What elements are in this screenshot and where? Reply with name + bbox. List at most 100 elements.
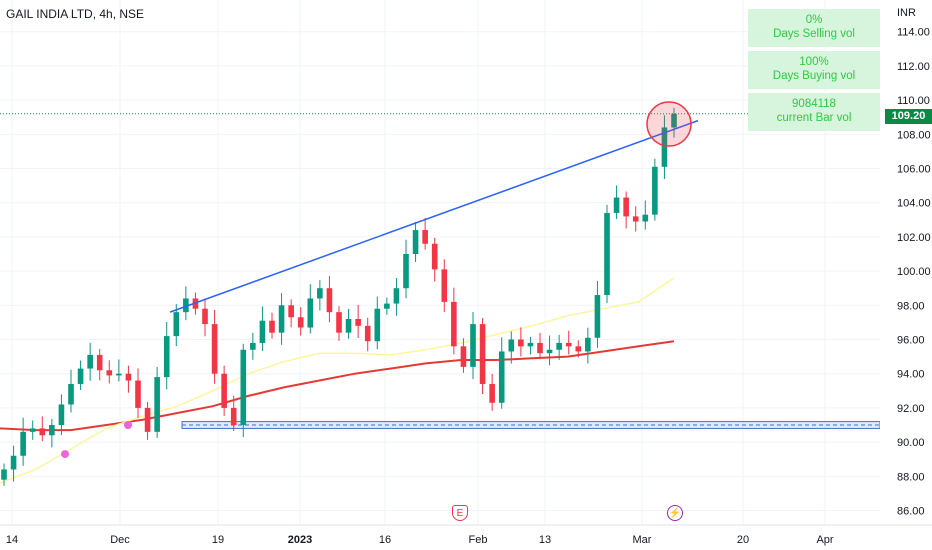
candle-body [355,318,361,326]
candle-body [135,380,141,408]
candle-body [288,305,294,318]
y-tick-label: 108.00 [897,129,931,141]
x-tick-label: Mar [633,534,652,546]
candle-body [20,431,26,456]
candle-body [336,312,342,333]
candle-body [259,320,266,343]
candle-body [460,346,467,367]
candle-body [345,318,352,333]
y-tick-label: 98.00 [897,300,925,312]
candle-body [441,269,448,302]
candle-body [403,254,409,289]
x-tick-label: 13 [539,534,551,546]
candle-body [422,230,428,244]
price-axis-bg [880,0,932,525]
candle-body [661,127,668,167]
candle-body [1,469,7,480]
candle-body [652,166,658,215]
candle-body [585,337,591,352]
candle-body [498,351,505,403]
y-tick-label: 86.00 [897,506,925,518]
days-selling-vol-value: 0% [805,14,823,26]
earnings-event-icon[interactable]: E [452,505,468,521]
candle-body [384,303,390,309]
x-tick-label: 14 [6,534,18,546]
candle-body [163,336,170,378]
days-buying-vol-label: Days Buying vol [772,70,856,82]
y-tick-label: 90.00 [897,437,925,449]
candle-body [556,342,562,350]
ema-fast-line [0,277,675,484]
candle-body [431,243,438,270]
highlight-circle [646,101,692,147]
candle-body [297,317,304,328]
candle-body [451,301,457,347]
x-tick-label: Feb [469,534,488,546]
candle-body [546,349,553,354]
ema-fast-path [0,277,675,484]
candle-body [518,339,524,347]
candle-body [364,325,371,342]
candle-body [393,288,400,304]
candle-body [125,373,132,381]
candle-body [623,197,629,217]
candle-body [240,349,247,425]
candle-body [479,324,486,384]
y-tick-label: 96.00 [897,335,925,347]
y-tick-label: 104.00 [897,198,931,210]
candle-body [412,230,419,254]
current-price-label: 109.20 [885,109,932,124]
candle-body [211,324,218,374]
candle-body [144,407,151,432]
candle-body [575,346,582,352]
support-rect [181,421,881,429]
y-tick-label: 92.00 [897,403,925,415]
candle-body [49,425,55,436]
candle-body [489,383,495,403]
candle-body [96,354,103,371]
current-bar-vol-label: current Bar vol [776,112,852,124]
y-tick-label: 102.00 [897,232,931,244]
candle-body [202,308,208,325]
candle-body [230,407,237,425]
candle-body [278,305,285,333]
candle-body [594,295,601,338]
candle-body [537,342,543,354]
price-axis[interactable]: 86.00 88.00 90.00 92.00 94.00 96.00 98.00 100.0… [880,0,932,525]
candle-body [87,354,93,369]
ema-slow-path [0,340,675,432]
candle-body [58,404,65,425]
candle-body [29,428,36,432]
current-bar-vol-value: 9084118 [792,98,836,110]
chart-grid [0,0,880,525]
x-tick-label: Apr [816,534,833,546]
candle-body [326,288,333,313]
days-selling-vol-label: Days Selling vol [773,28,855,40]
candle-body [671,113,677,128]
days-buying-vol-value: 100% [799,56,829,68]
x-tick-label: 2023 [288,534,312,546]
support-zone [181,421,881,429]
dividend-event-icon[interactable]: ⚡ [667,505,683,521]
x-tick-label: 19 [212,534,224,546]
candle-body [106,370,113,376]
candles [1,107,677,486]
ema-slow-line [0,340,675,432]
candle-body [173,312,180,337]
time-axis[interactable]: 14 Dec 19 2023 16 Feb 13 Mar 20 Apr [0,524,932,546]
trendline-path [169,119,699,313]
y-tick-label: 94.00 [897,369,925,381]
candle-body [154,377,160,432]
candle-body [39,428,46,436]
candle-body [642,214,649,222]
candle-body [470,324,476,367]
chart-title: GAIL INDIA LTD, 4h, NSE [6,7,145,21]
candle-body [613,197,620,213]
y-tick-label: 112.00 [897,61,930,73]
candle-body [374,308,381,342]
candle-body [307,298,314,328]
trendline[interactable] [169,119,699,313]
y-tick-label: 114.00 [897,27,930,39]
days-selling-vol-box: 0% Days Selling vol [748,9,880,47]
